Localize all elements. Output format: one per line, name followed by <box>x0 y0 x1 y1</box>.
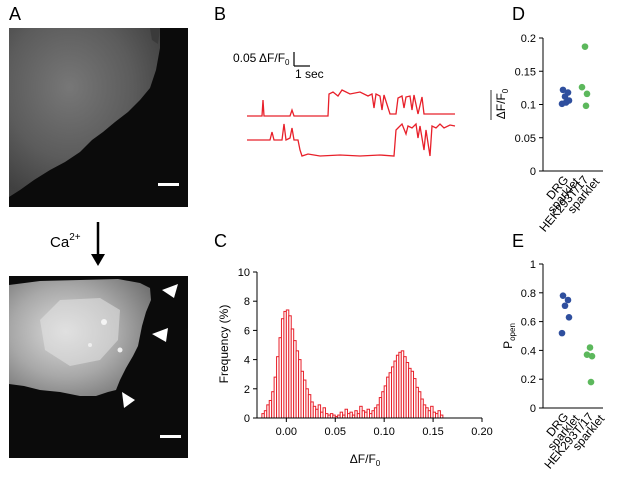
data-point <box>578 83 586 91</box>
data-point <box>587 378 595 386</box>
panel-letter-e: E <box>512 231 524 251</box>
x-tick-label: 0.05 <box>325 426 346 438</box>
x-axis-label-subscript: 0 <box>376 459 381 468</box>
scale-bar <box>160 435 181 438</box>
data-point <box>581 43 589 50</box>
y-axis-label-subscript: open <box>508 323 517 341</box>
amplitude-scatter-plot: 0 0.05 0.1 0.15 0.2 DRGsparkletHEK293T/17spa… <box>490 33 603 235</box>
arrowhead-icon <box>152 328 168 342</box>
data-point <box>561 302 569 310</box>
arrowhead-icon <box>122 392 135 408</box>
histogram-plot: 0 2 4 6 8 10 0.00 0.05 0.10 0.15 0.20 Frequency (… <box>217 267 493 468</box>
y-tick-label: 0.4 <box>521 345 536 357</box>
histogram-bars <box>261 309 444 419</box>
trace-2 <box>247 122 456 157</box>
data-point <box>586 344 594 351</box>
svg-text:Popen: Popen <box>501 323 517 349</box>
y-axis-label-subscript: 0 <box>501 88 510 93</box>
micrograph-before <box>9 28 188 207</box>
y-tick-label: 10 <box>238 267 250 279</box>
treatment-annotation: Ca2+ <box>50 222 105 266</box>
sparklet-traces <box>247 89 456 157</box>
y-tick-label: 0.15 <box>515 66 536 78</box>
y-tick-label: 0.2 <box>521 33 536 45</box>
panel-d: D 0 0.05 0.1 0.15 0.2 DRGsparkletHEK293T/17s… <box>490 4 603 235</box>
data-point <box>559 292 567 299</box>
micrograph-after <box>9 276 188 458</box>
data-point <box>583 351 591 359</box>
data-point <box>588 352 596 360</box>
y-ticks: 0 0.05 0.1 0.15 0.2 <box>515 33 543 178</box>
y-tick-label: 0.05 <box>515 133 536 145</box>
data-point <box>565 313 573 321</box>
panel-letter-a: A <box>9 4 21 24</box>
y-axis-label: ΔF/F <box>494 93 508 119</box>
y-axis-label: P <box>501 341 515 349</box>
data-points <box>558 43 591 110</box>
y-tick-label: 1 <box>530 259 536 271</box>
data-point <box>583 90 591 98</box>
y-tick-label: 0.1 <box>521 100 536 112</box>
svg-text:ΔF/F0: ΔF/F0 <box>350 452 381 468</box>
svg-text:0.05 ΔF/F0: 0.05 ΔF/F0 <box>233 51 290 67</box>
x-tick-label: 0.00 <box>276 426 297 438</box>
x-tick-label: 0.15 <box>422 426 443 438</box>
y-tick-label: 2 <box>244 384 250 396</box>
scale-y-label: 0.05 ΔF/F <box>233 51 285 65</box>
panel-c: C 0 2 4 6 8 10 0.00 0.05 0.10 0.15 0.20 Frequency… <box>214 231 493 468</box>
y-tick-label: 0 <box>244 413 250 425</box>
panel-letter-d: D <box>512 4 525 24</box>
arrowhead-icon <box>162 284 178 298</box>
x-tick-label: 0.10 <box>373 426 394 438</box>
data-point <box>582 102 590 110</box>
y-tick-label: 8 <box>244 296 250 308</box>
x-tick-label: 0.20 <box>471 426 492 438</box>
y-tick-label: 0.2 <box>521 374 536 386</box>
data-point <box>558 329 566 337</box>
treatment-superscript: 2+ <box>69 232 81 243</box>
data-point <box>562 99 570 106</box>
y-tick-label: 0 <box>530 166 536 178</box>
scale-x-label: 1 sec <box>295 67 324 81</box>
x-ticks: 0.00 0.05 0.10 0.15 0.20 <box>276 418 493 438</box>
x-axis-label: ΔF/F <box>350 452 376 466</box>
svg-text:Ca2+: Ca2+ <box>50 232 81 251</box>
trace-1 <box>247 89 455 117</box>
popen-scatter-plot: 0 0.2 0.4 0.6 0.8 1 DRGsparkletHEK293T/17spar… <box>501 259 608 472</box>
data-points <box>558 292 596 386</box>
y-ticks: 0 0.2 0.4 0.6 0.8 1 <box>521 259 543 415</box>
panel-letter-b: B <box>214 4 226 24</box>
panel-b: B 0.05 ΔF/F0 1 sec <box>214 4 456 157</box>
y-axis-label: Frequency (%) <box>217 305 231 384</box>
data-point <box>561 93 569 100</box>
treatment-label: Ca <box>50 234 70 251</box>
y-tick-label: 0 <box>530 403 536 415</box>
y-tick-label: 0.6 <box>521 317 536 329</box>
y-tick-label: 6 <box>244 325 250 337</box>
svg-text:ΔF/F0: ΔF/F0 <box>494 88 510 119</box>
panel-a: A Ca2+ <box>9 4 188 458</box>
y-tick-label: 4 <box>244 355 250 367</box>
scale-bar <box>158 183 179 186</box>
panel-letter-c: C <box>214 231 227 251</box>
scale-bar-annotation: 0.05 ΔF/F0 1 sec <box>233 51 324 81</box>
data-point <box>559 86 567 94</box>
y-tick-label: 0.8 <box>521 288 536 300</box>
scale-y-subscript: 0 <box>285 58 290 67</box>
panel-e: E 0 0.2 0.4 0.6 0.8 1 DRGsparkletHEK293T/17sp… <box>501 231 608 472</box>
y-ticks: 0 2 4 6 8 10 <box>238 267 257 425</box>
data-point <box>564 296 572 304</box>
